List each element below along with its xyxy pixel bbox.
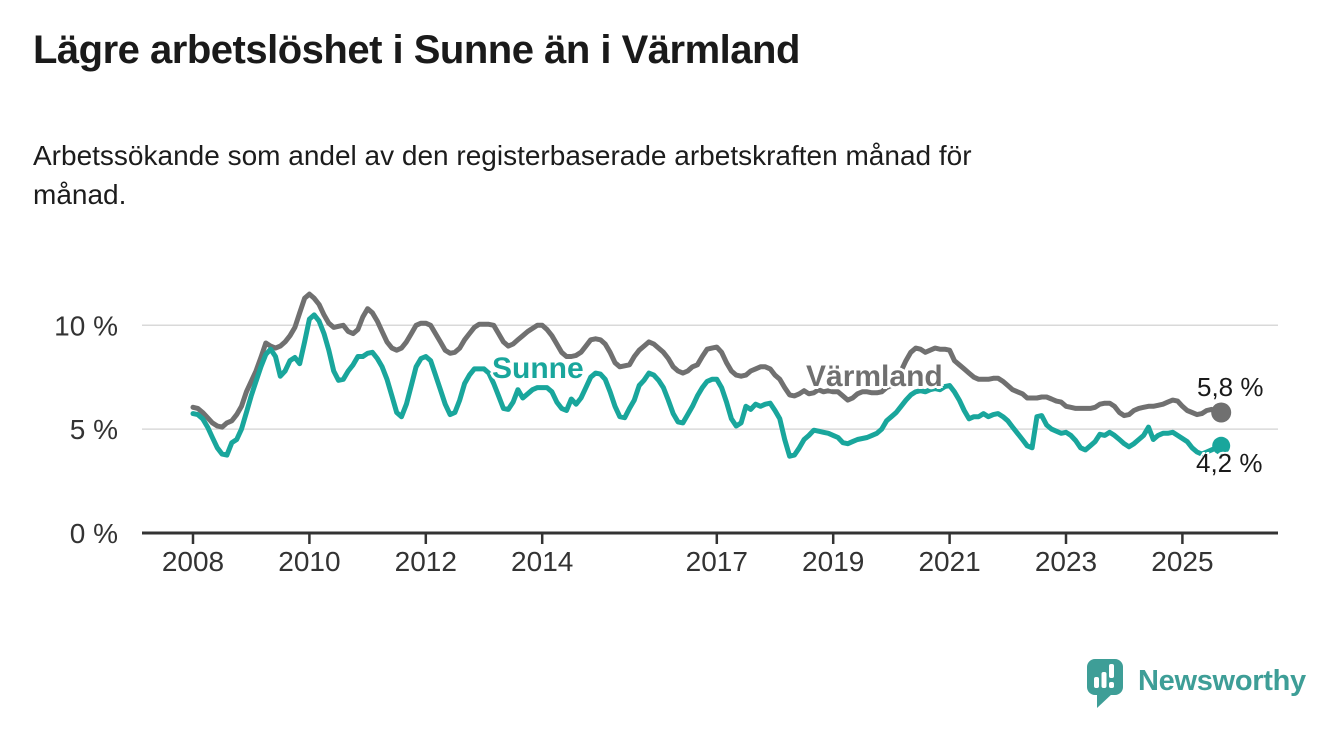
y-tick-label: 5 % bbox=[70, 414, 118, 445]
end-value-sunne: 4,2 % bbox=[1196, 448, 1263, 478]
page-title: Lägre arbetslöshet i Sunne än i Värmland bbox=[33, 28, 800, 72]
y-tick-label: 0 % bbox=[70, 518, 118, 549]
series-label-sunne: Sunne bbox=[492, 352, 584, 385]
y-tick-label: 10 % bbox=[54, 310, 118, 341]
series-line-varmland bbox=[190, 291, 1224, 430]
subtitle-line-1: Arbetssökande som andel av den registerb… bbox=[33, 140, 972, 171]
x-tick-label: 2012 bbox=[395, 546, 457, 577]
newsworthy-bubble-chart-icon bbox=[1087, 659, 1123, 708]
end-dot-sunne bbox=[1212, 436, 1231, 455]
x-tick-label: 2021 bbox=[918, 546, 980, 577]
x-tick-label: 2019 bbox=[802, 546, 864, 577]
newsworthy-logo: Newsworthy bbox=[1086, 654, 1336, 714]
x-tick-label: 2010 bbox=[278, 546, 340, 577]
end-dot-varmland bbox=[1211, 402, 1232, 423]
x-tick-label: 2008 bbox=[162, 546, 224, 577]
end-value-varmland: 5,8 % bbox=[1197, 372, 1264, 402]
x-tick-label: 2017 bbox=[686, 546, 748, 577]
subtitle-line-2: månad. bbox=[33, 179, 127, 210]
chart-subtitle: Arbetssökande som andel av den registerb… bbox=[33, 136, 972, 214]
series-label-varmland: Värmland bbox=[806, 360, 943, 393]
series-line-sunne bbox=[190, 312, 1224, 459]
x-tick-label: 2014 bbox=[511, 546, 573, 577]
x-tick-label: 2023 bbox=[1035, 546, 1097, 577]
newsworthy-wordmark: Newsworthy bbox=[1138, 664, 1306, 697]
x-tick-label: 2025 bbox=[1151, 546, 1213, 577]
